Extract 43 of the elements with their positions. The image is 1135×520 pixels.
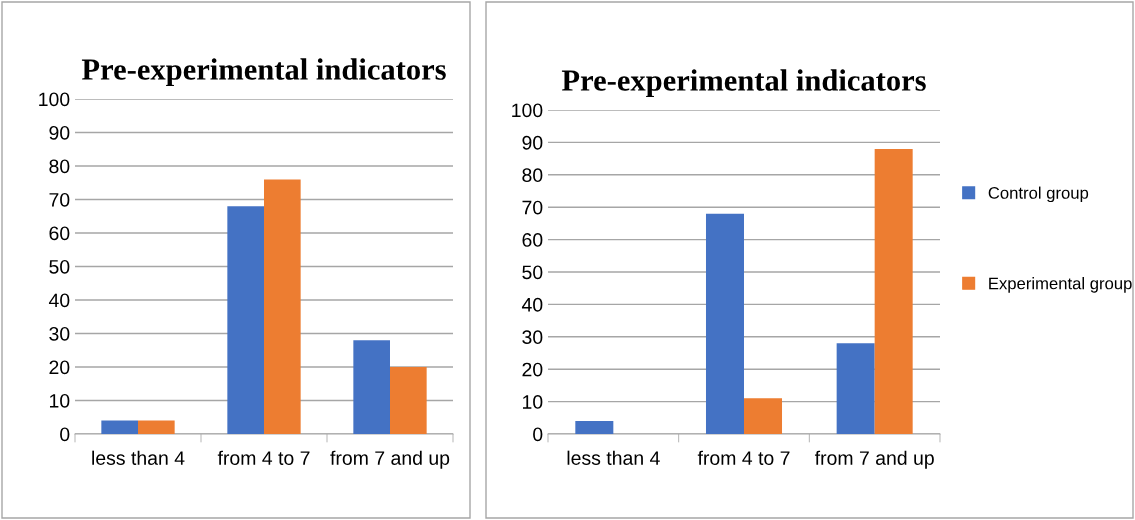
bar xyxy=(836,343,875,434)
y-tick-label: 90 xyxy=(49,125,70,140)
bar xyxy=(744,398,783,434)
legend-label: Control group xyxy=(988,186,1089,203)
y-tick-label: 80 xyxy=(522,168,543,183)
y-tick-label: 0 xyxy=(533,427,543,442)
bar xyxy=(138,420,175,434)
y-tick-label: 70 xyxy=(49,192,70,207)
y-tick-label: 0 xyxy=(60,427,70,442)
y-tick-label: 70 xyxy=(522,200,543,215)
y-tick-label: 60 xyxy=(49,226,70,241)
y-tick-label: 10 xyxy=(50,393,70,408)
y-tick-label: 50 xyxy=(522,265,543,280)
x-tick-label: less than 4 xyxy=(567,450,660,465)
x-tick-label: from 7 and up xyxy=(814,450,934,469)
bar xyxy=(101,420,138,434)
y-tick-label: 40 xyxy=(48,293,70,308)
y-tick-label: 100 xyxy=(512,103,543,118)
y-tick-label: 90 xyxy=(522,135,543,150)
y-tick-label: 40 xyxy=(521,297,543,312)
chart-title: Pre-experimental indicators xyxy=(81,58,446,87)
x-tick-label: from 4 to 7 xyxy=(217,450,310,465)
chart-title: Pre-experimental indicators xyxy=(561,69,926,98)
bar xyxy=(227,206,264,434)
y-tick-label: 10 xyxy=(523,395,543,409)
y-tick-label: 80 xyxy=(49,159,70,174)
bar xyxy=(353,340,390,434)
x-tick-label: from 7 and up xyxy=(330,450,450,469)
y-tick-label: 30 xyxy=(49,326,70,341)
bar xyxy=(264,179,301,434)
y-tick-label: 20 xyxy=(49,360,70,375)
bar xyxy=(390,367,427,434)
bar xyxy=(705,213,744,434)
y-tick-label: 60 xyxy=(522,233,543,247)
y-tick-label: 20 xyxy=(522,362,543,377)
y-tick-label: 50 xyxy=(49,259,70,274)
y-tick-label: 30 xyxy=(522,330,543,345)
legend-label: Experimental group xyxy=(989,277,1132,293)
bar xyxy=(874,148,913,434)
y-tick-label: 100 xyxy=(39,92,70,107)
x-tick-label: less than 4 xyxy=(92,450,185,465)
x-tick-label: from 4 to 7 xyxy=(697,450,790,465)
bar xyxy=(575,421,614,434)
